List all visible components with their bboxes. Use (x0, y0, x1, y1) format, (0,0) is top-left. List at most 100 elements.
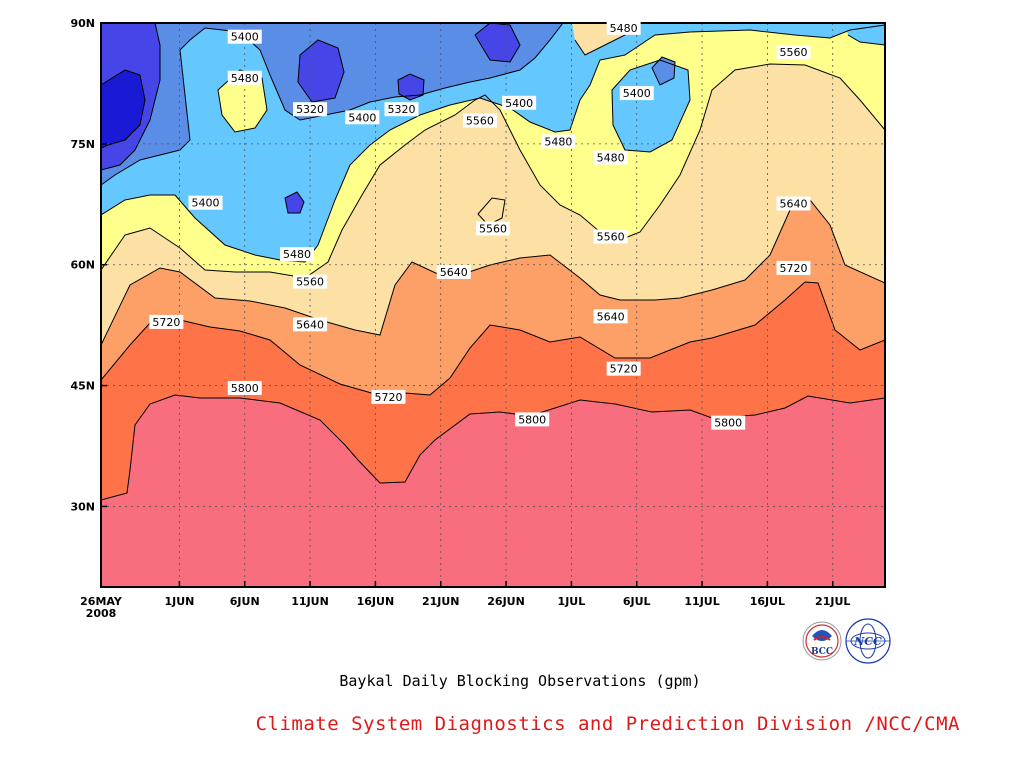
contour-label: 5560 (476, 221, 510, 236)
contour-line-5640 (101, 199, 885, 346)
svg-text:5800: 5800 (518, 413, 546, 426)
contour-label: 5480 (227, 70, 262, 85)
svg-text:5720: 5720 (374, 391, 402, 404)
contour-label: 5800 (515, 412, 550, 427)
contour-label: 5400 (619, 86, 654, 101)
contour-line-5480 (101, 24, 885, 263)
contour-label: 5720 (776, 260, 811, 275)
svg-text:5480: 5480 (597, 152, 625, 165)
contour-label: 5480 (541, 134, 576, 149)
contour-labels: 5400 5480 5320 5320 5400 5400 5560 5480 5400 5480… (149, 20, 811, 430)
grid-lines (101, 23, 885, 587)
contour-line-5720 (101, 281, 885, 396)
contour-label: 5640 (776, 196, 811, 211)
svg-text:5800: 5800 (231, 382, 259, 395)
x-tick-label: 6JUL (623, 595, 651, 608)
contour-label: 5720 (371, 389, 406, 404)
svg-text:5400: 5400 (623, 87, 651, 100)
island-line-5320-27jun (474, 23, 521, 63)
contour-label: 5560 (462, 113, 497, 128)
svg-text:5720: 5720 (610, 363, 638, 376)
contour-line-5320 (101, 23, 161, 171)
island-line-5320-18jun (397, 73, 425, 101)
svg-text:5400: 5400 (231, 31, 259, 44)
island-5320-7jul (652, 57, 675, 85)
island-5400-7jul (612, 60, 690, 152)
island-5320-11jun (298, 40, 344, 102)
contour-label: 5720 (149, 314, 184, 329)
contour-label: 5480 (280, 247, 314, 262)
svg-text:5720: 5720 (780, 262, 808, 275)
svg-text:5480: 5480 (544, 135, 572, 148)
contour-label: 5320 (293, 102, 328, 117)
svg-text:5640: 5640 (440, 266, 468, 279)
island-5320-18jun (398, 74, 424, 100)
island-5560-26jun (478, 198, 505, 225)
svg-text:5480: 5480 (610, 22, 638, 35)
contour-label: 5560 (293, 274, 328, 289)
svg-text:5640: 5640 (780, 197, 808, 210)
y-tick-label: 75N (70, 138, 95, 151)
y-tick-label: 60N (70, 259, 95, 272)
chart-title: Baykal Daily Blocking Observations (gpm) (339, 672, 701, 690)
svg-text:BCC: BCC (811, 647, 833, 657)
svg-text:5400: 5400 (192, 197, 220, 210)
contour-label: 5640 (293, 317, 328, 332)
contour-label: 5400 (345, 110, 380, 125)
y-tick-label: 90N (70, 17, 95, 30)
band-5320-5400 (101, 23, 563, 185)
contour-label: 5720 (606, 361, 641, 376)
x-tick-label: 26JUN (487, 595, 525, 608)
y-tick-label: 45N (70, 380, 95, 393)
x-tick-label: 11JUL (684, 595, 719, 608)
x-tick-label: 16JUL (750, 595, 785, 608)
island-line-5320-7jul (651, 56, 676, 86)
svg-text:5560: 5560 (466, 114, 494, 127)
svg-text:5800: 5800 (714, 417, 742, 430)
contour-label: 5320 (384, 102, 419, 117)
x-tick-label: 21JUN (422, 595, 460, 608)
contour-label: 5800 (711, 415, 746, 430)
island-5320-12jun (285, 192, 304, 213)
contour-label: 5640 (436, 264, 471, 279)
island-5400-24jul (845, 23, 885, 45)
svg-text:5560: 5560 (780, 46, 808, 59)
contour-label: 5480 (593, 150, 628, 165)
plot-frame (100, 22, 886, 588)
contour-label: 5400 (227, 29, 262, 44)
contour-label: 5640 (593, 309, 628, 324)
x-tick-label: 21JUL (815, 595, 850, 608)
contour-lines (101, 23, 885, 501)
x-tick-label: 26MAY (80, 595, 123, 608)
contour-line-5400 (101, 23, 564, 186)
svg-text:5720: 5720 (152, 316, 180, 329)
island-5480-6jun (218, 70, 267, 132)
island-5320-27jun (475, 23, 520, 62)
contour-label: 5480 (606, 20, 641, 35)
svg-text:5400: 5400 (348, 111, 376, 124)
axis-ticks (100, 22, 834, 587)
contour-line-5560 (101, 63, 885, 279)
x-tick-label: 11JUN (291, 595, 329, 608)
svg-text:5480: 5480 (231, 72, 259, 85)
island-line-5400-7jul (611, 59, 691, 153)
svg-text:5640: 5640 (296, 318, 324, 331)
contour-line-5240 (101, 69, 146, 149)
x-tick-label: 1JUL (558, 595, 586, 608)
island-line-5320-12jun (284, 191, 305, 214)
island-line-5320-11jun (297, 39, 345, 103)
y-tick-label: 30N (70, 500, 95, 513)
island-line-5560-2jul (572, 23, 641, 56)
svg-text:5560: 5560 (597, 231, 625, 244)
svg-text:5640: 5640 (597, 310, 625, 323)
contour-label: 5800 (227, 380, 262, 395)
x-tick-label: 6JUN (230, 595, 260, 608)
x-tick-label: 16JUN (357, 595, 395, 608)
svg-text:5480: 5480 (283, 248, 311, 261)
svg-text:5560: 5560 (296, 276, 324, 289)
ncc-logo: NCC (845, 618, 891, 664)
svg-text:5320: 5320 (296, 103, 324, 116)
contour-label: 5400 (188, 195, 223, 210)
